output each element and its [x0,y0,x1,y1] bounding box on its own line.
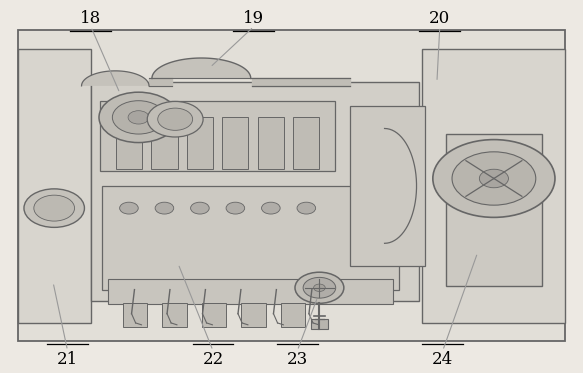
Circle shape [314,284,325,291]
Circle shape [147,101,203,137]
Circle shape [433,140,555,217]
Circle shape [99,92,178,142]
Circle shape [128,111,149,124]
Circle shape [262,202,280,214]
Text: 20: 20 [429,10,451,26]
Bar [163,303,187,327]
Bar [241,303,266,327]
Text: 24: 24 [432,351,454,368]
Bar [222,117,248,169]
Circle shape [191,202,209,214]
Circle shape [479,169,508,188]
Bar [422,49,565,323]
Bar [103,186,399,289]
Polygon shape [152,58,251,78]
Bar [123,303,147,327]
Circle shape [34,195,75,221]
Text: 18: 18 [80,10,101,26]
Circle shape [297,202,315,214]
Circle shape [303,278,336,298]
Text: 19: 19 [243,10,264,26]
Bar [152,117,177,169]
Bar [350,106,425,266]
Bar [445,134,542,286]
Bar [187,117,213,169]
Circle shape [120,202,138,214]
Bar [18,30,565,341]
Bar [116,117,142,169]
Bar [100,101,335,171]
Bar [18,49,91,323]
Bar [202,303,226,327]
Text: 22: 22 [202,351,224,368]
Circle shape [226,202,245,214]
Bar [258,117,284,169]
Bar [311,319,328,329]
Text: 21: 21 [57,351,78,368]
Polygon shape [82,71,149,86]
Bar [281,303,305,327]
Bar [91,82,419,301]
Circle shape [158,108,192,130]
Circle shape [295,272,344,303]
Circle shape [452,152,536,205]
Bar [293,117,319,169]
Bar [108,279,394,304]
Text: 23: 23 [287,351,308,368]
Circle shape [113,101,165,134]
Circle shape [24,189,85,228]
Circle shape [155,202,174,214]
